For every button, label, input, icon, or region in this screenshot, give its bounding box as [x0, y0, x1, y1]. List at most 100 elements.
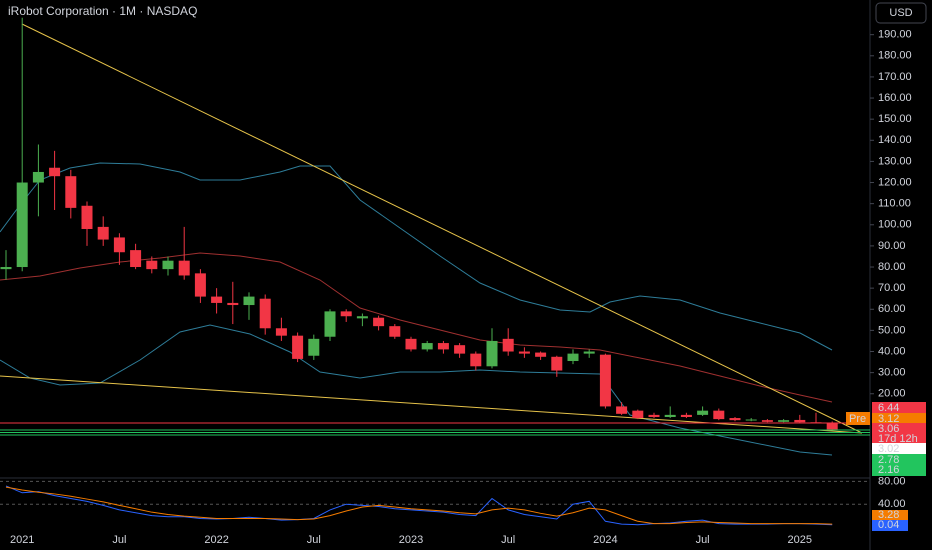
candle-body	[761, 420, 773, 422]
candle-body	[373, 317, 385, 327]
candle-body	[243, 296, 255, 306]
price-tag	[872, 402, 926, 414]
price-tag-label: 2.16	[878, 464, 899, 476]
upper-band	[0, 162, 833, 351]
y-tick-label: 60.00	[878, 303, 906, 315]
x-tick-label: Jul	[501, 534, 515, 546]
price-tag	[872, 423, 926, 435]
currency-button[interactable]	[875, 2, 927, 24]
y-tick-label: 110.00	[878, 198, 911, 210]
candle-body	[778, 420, 790, 422]
price-tag-label: 3.12	[878, 413, 899, 425]
price-tag-label: 6.44	[878, 402, 899, 414]
indicator-tag-label: 3.28	[878, 509, 899, 521]
y-tick-label: 120.00	[878, 176, 912, 188]
candle-body	[324, 311, 336, 337]
x-tick-label: 2022	[204, 534, 228, 546]
candle-body	[486, 340, 498, 367]
y-tick-label: 130.00	[878, 155, 912, 167]
y-tick-label: 20.00	[878, 388, 906, 400]
candle-body	[437, 343, 449, 350]
y-tick-label: 30.00	[878, 367, 906, 379]
candle-body	[405, 338, 417, 350]
y-tick-label: 100.00	[878, 219, 912, 231]
candle-body	[826, 422, 838, 430]
price-tag	[872, 454, 926, 466]
candle-body	[713, 410, 725, 420]
y-tick-label: 150.00	[878, 113, 912, 125]
y-tick-label: 50.00	[878, 324, 906, 336]
price-tag	[872, 413, 926, 425]
candle-body	[162, 260, 174, 270]
candle-body	[194, 273, 206, 297]
y-tick-label: 160.00	[878, 92, 912, 104]
indicator-tick-label: 40.00	[878, 498, 906, 510]
y-tick-label: 90.00	[878, 240, 906, 252]
trend-line	[21, 23, 863, 434]
indicator-tag-label: 0.04	[878, 519, 899, 531]
candle-body	[583, 351, 595, 354]
y-tick-label: 80.00	[878, 261, 906, 273]
y-tick-label: 170.00	[878, 71, 912, 83]
candle-body	[292, 335, 304, 359]
y-tick-label: 190.00	[878, 29, 912, 41]
candle-body	[340, 311, 352, 317]
x-tick-label: 2025	[788, 534, 812, 546]
candle-body	[308, 338, 320, 356]
indicator-line	[5, 486, 833, 525]
candle-body	[454, 345, 466, 354]
candle-body	[356, 316, 368, 319]
candle-body	[49, 167, 61, 177]
candle-body	[664, 414, 676, 417]
candle-body	[389, 326, 401, 337]
lower-band	[0, 324, 833, 456]
y-tick-label: 40.00	[878, 345, 906, 357]
candle-body	[470, 353, 482, 367]
candle-body	[648, 414, 660, 417]
candle-body	[697, 410, 709, 415]
candle-body	[65, 176, 77, 208]
candle-body	[680, 414, 692, 417]
x-tick-label: Jul	[696, 534, 710, 546]
chart-title: iRobot Corporation · 1M · NASDAQ	[8, 4, 197, 18]
candle-body	[551, 356, 563, 371]
candle-body	[729, 418, 741, 421]
x-tick-label: 2024	[593, 534, 617, 546]
price-tag-label: 3.02	[878, 443, 899, 455]
indicator-tag	[872, 520, 908, 531]
candle-body	[535, 352, 547, 357]
candle-body	[113, 237, 125, 253]
price-tag-label: 3.06	[878, 423, 899, 435]
candle-body	[518, 351, 530, 354]
candle-body	[810, 422, 822, 424]
candle-body	[259, 298, 271, 329]
price-tag-label: 2.78	[878, 454, 899, 466]
price-tag	[872, 464, 926, 476]
candle-body	[616, 406, 628, 414]
price-tag	[872, 433, 926, 445]
candle-body	[178, 260, 190, 276]
candle-body	[0, 267, 12, 270]
candle-body	[16, 182, 28, 268]
candle-body	[502, 338, 514, 352]
pre-tag	[846, 412, 870, 425]
x-tick-label: 2021	[10, 534, 34, 546]
candle-body	[794, 419, 806, 423]
pre-tag-label: Pre	[849, 413, 866, 425]
currency-label[interactable]: USD	[889, 7, 912, 19]
y-tick-label: 140.00	[878, 134, 912, 146]
x-tick-label: Jul	[307, 534, 321, 546]
candle-body	[146, 260, 158, 270]
y-tick-label: 70.00	[878, 282, 906, 294]
candle-body	[567, 353, 579, 362]
x-tick-label: 2023	[399, 534, 423, 546]
candle-body	[211, 296, 223, 303]
candle-body	[632, 410, 644, 419]
indicator-tag	[872, 510, 908, 521]
candle-body	[745, 419, 757, 421]
candle-body	[130, 250, 142, 268]
candle-body	[421, 343, 433, 350]
price-tag	[872, 443, 926, 455]
